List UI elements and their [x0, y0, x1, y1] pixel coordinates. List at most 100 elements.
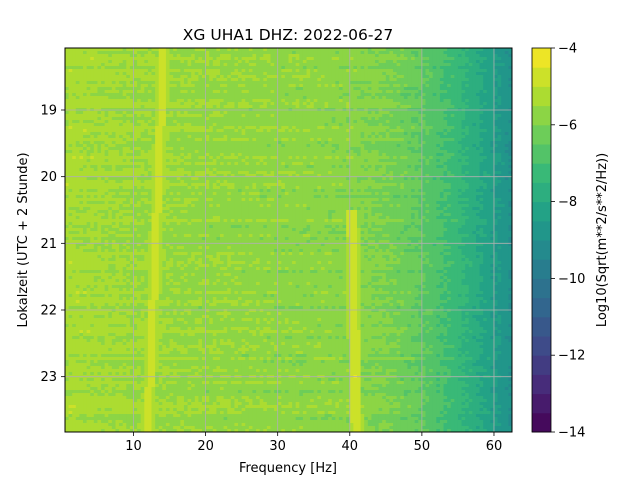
heatmap-cell [220, 66, 225, 70]
heatmap-cell [140, 63, 145, 67]
heatmap-cell [248, 75, 254, 79]
heatmap-cell [97, 120, 102, 124]
heatmap-cell [306, 54, 311, 58]
heatmap-cell [151, 111, 156, 115]
heatmap-cell [108, 102, 113, 106]
heatmap-cell [353, 102, 358, 106]
heatmap-cell [270, 120, 275, 124]
heatmap-cell [122, 96, 127, 100]
heatmap-cell [209, 96, 214, 100]
heatmap-cell [396, 120, 401, 124]
heatmap-cell [335, 117, 340, 121]
heatmap-cell [75, 114, 81, 118]
heatmap-cell [393, 99, 398, 103]
heatmap-cell [393, 48, 398, 52]
heatmap-cell [238, 117, 243, 121]
heatmap-cell [90, 96, 95, 100]
heatmap-cell [93, 63, 99, 67]
heatmap-cell [191, 96, 196, 100]
heatmap-cell [475, 96, 481, 100]
heatmap-cell [335, 63, 340, 67]
heatmap-cell [400, 69, 405, 73]
heatmap-cell [259, 111, 264, 115]
heatmap-cell [414, 99, 419, 103]
heatmap-cell [403, 51, 409, 55]
heatmap-cell [263, 111, 268, 115]
heatmap-cell [277, 75, 282, 79]
heatmap-cell [465, 111, 470, 115]
heatmap-cell [252, 66, 257, 70]
heatmap-cell [65, 111, 70, 115]
heatmap-cell [299, 60, 304, 64]
heatmap-cell [191, 63, 196, 67]
heatmap-cell [162, 99, 167, 103]
heatmap-cell [353, 93, 358, 97]
heatmap-cell [407, 57, 412, 61]
heatmap-cell [248, 48, 254, 52]
heatmap-cell [382, 75, 387, 79]
heatmap-cell [504, 60, 509, 64]
heatmap-cell [65, 123, 70, 127]
heatmap-cell [234, 93, 239, 97]
heatmap-cell [414, 102, 419, 106]
heatmap-cell [220, 111, 225, 115]
heatmap-cell [169, 69, 174, 73]
heatmap-cell [356, 81, 362, 85]
heatmap-cell [169, 54, 174, 58]
heatmap-cell [65, 54, 70, 58]
heatmap-cell [83, 81, 88, 85]
heatmap-cell [238, 120, 243, 124]
heatmap-cell [447, 48, 452, 52]
heatmap-cell [439, 69, 445, 73]
heatmap-cell [176, 66, 181, 70]
heatmap-cell [140, 111, 145, 115]
heatmap-cell [418, 120, 423, 124]
heatmap-cell [234, 123, 239, 127]
heatmap-cell [183, 114, 189, 118]
heatmap-cell [331, 111, 336, 115]
heatmap-cell [151, 57, 156, 61]
heatmap-cell [83, 84, 88, 88]
heatmap-cell [461, 87, 466, 91]
heatmap-cell [493, 66, 499, 70]
heatmap-cell [180, 51, 185, 55]
heatmap-cell [266, 114, 272, 118]
heatmap-cell [349, 111, 354, 115]
heatmap-cell [151, 48, 156, 52]
heatmap-cell [393, 117, 398, 121]
heatmap-cell [371, 81, 376, 85]
heatmap-cell [72, 117, 77, 121]
heatmap-cell [83, 60, 88, 64]
heatmap-cell [407, 99, 412, 103]
heatmap-cell [241, 78, 246, 82]
heatmap-cell [382, 90, 387, 94]
heatmap-cell [400, 87, 405, 91]
heatmap-cell [187, 96, 192, 100]
heatmap-cell [288, 111, 293, 115]
heatmap-cell [439, 51, 445, 55]
heatmap-cell [306, 78, 311, 82]
heatmap-cell [216, 75, 221, 79]
heatmap-cell [75, 93, 81, 97]
heatmap-cell [389, 72, 394, 76]
heatmap-cell [65, 51, 70, 55]
heatmap-cell [328, 87, 333, 91]
heatmap-cell [335, 99, 340, 103]
heatmap-cell [111, 84, 117, 88]
heatmap-cell [234, 57, 239, 61]
heatmap-cell [220, 117, 225, 121]
heatmap-cell [450, 96, 455, 100]
heatmap-cell [443, 72, 448, 76]
heatmap-cell [256, 123, 261, 127]
heatmap-cell [403, 48, 409, 52]
heatmap-cell [360, 60, 365, 64]
heatmap-cell [191, 72, 196, 76]
heatmap-cell [367, 75, 373, 79]
heatmap-cell [212, 90, 217, 94]
heatmap-cell [454, 117, 459, 121]
heatmap-cell [234, 51, 239, 55]
heatmap-cell [212, 105, 217, 109]
heatmap-cell [284, 54, 290, 58]
heatmap-cell [65, 96, 70, 100]
heatmap-cell [151, 81, 156, 85]
